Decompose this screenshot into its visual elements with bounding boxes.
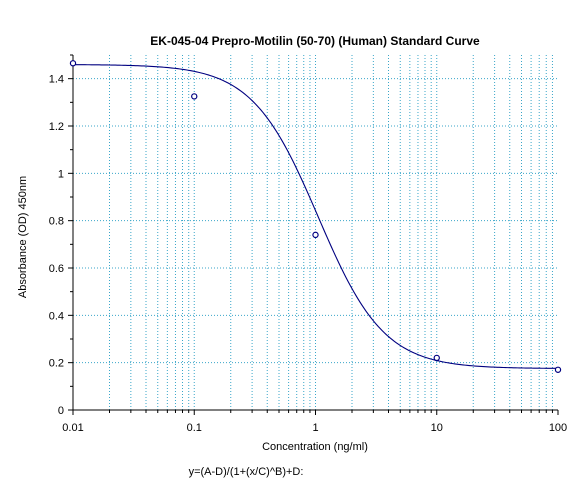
x-tick-label: 0.1 — [187, 422, 202, 434]
grid-layer — [73, 55, 558, 410]
x-tick-label: 0.01 — [62, 422, 83, 434]
axis-layer — [68, 54, 559, 415]
y-tick-label: 1 — [58, 168, 64, 180]
data-point — [433, 354, 440, 362]
x-tick-label: 1 — [312, 422, 318, 434]
curve-layer — [72, 64, 559, 369]
x-tick-label: 10 — [431, 422, 443, 434]
tick-label-layer: 0.01 0.1 1 10 100 0 0.2 0.4 0.6 0.8 1 1.2 1.4 — [49, 74, 567, 434]
fit-curve — [72, 64, 559, 369]
y-tick-label: 0.2 — [49, 358, 64, 370]
point-layer — [69, 60, 562, 373]
x-axis-label: Concentration (ng/ml) — [262, 441, 368, 453]
data-point — [312, 231, 319, 239]
y-tick-label: 0.6 — [49, 263, 64, 275]
y-tick-label: 1.2 — [49, 121, 64, 133]
y-tick-label: 0.4 — [49, 310, 64, 322]
x-tick-label: 100 — [549, 422, 567, 434]
y-tick-label: 0.8 — [49, 216, 64, 228]
y-tick-label: 0 — [58, 405, 64, 417]
chart-title: EK-045-04 Prepro-Motilin (50-70) (Human)… — [150, 34, 480, 48]
data-point — [69, 60, 77, 67]
y-axis-label: Absorbance (OD) 450nm — [17, 176, 29, 298]
fit-formula: y=(A-D)/(1+(x/C)^B)+D: — [189, 466, 304, 478]
data-point — [191, 93, 198, 100]
y-tick-label: 1.4 — [49, 74, 64, 86]
data-point — [554, 366, 562, 373]
